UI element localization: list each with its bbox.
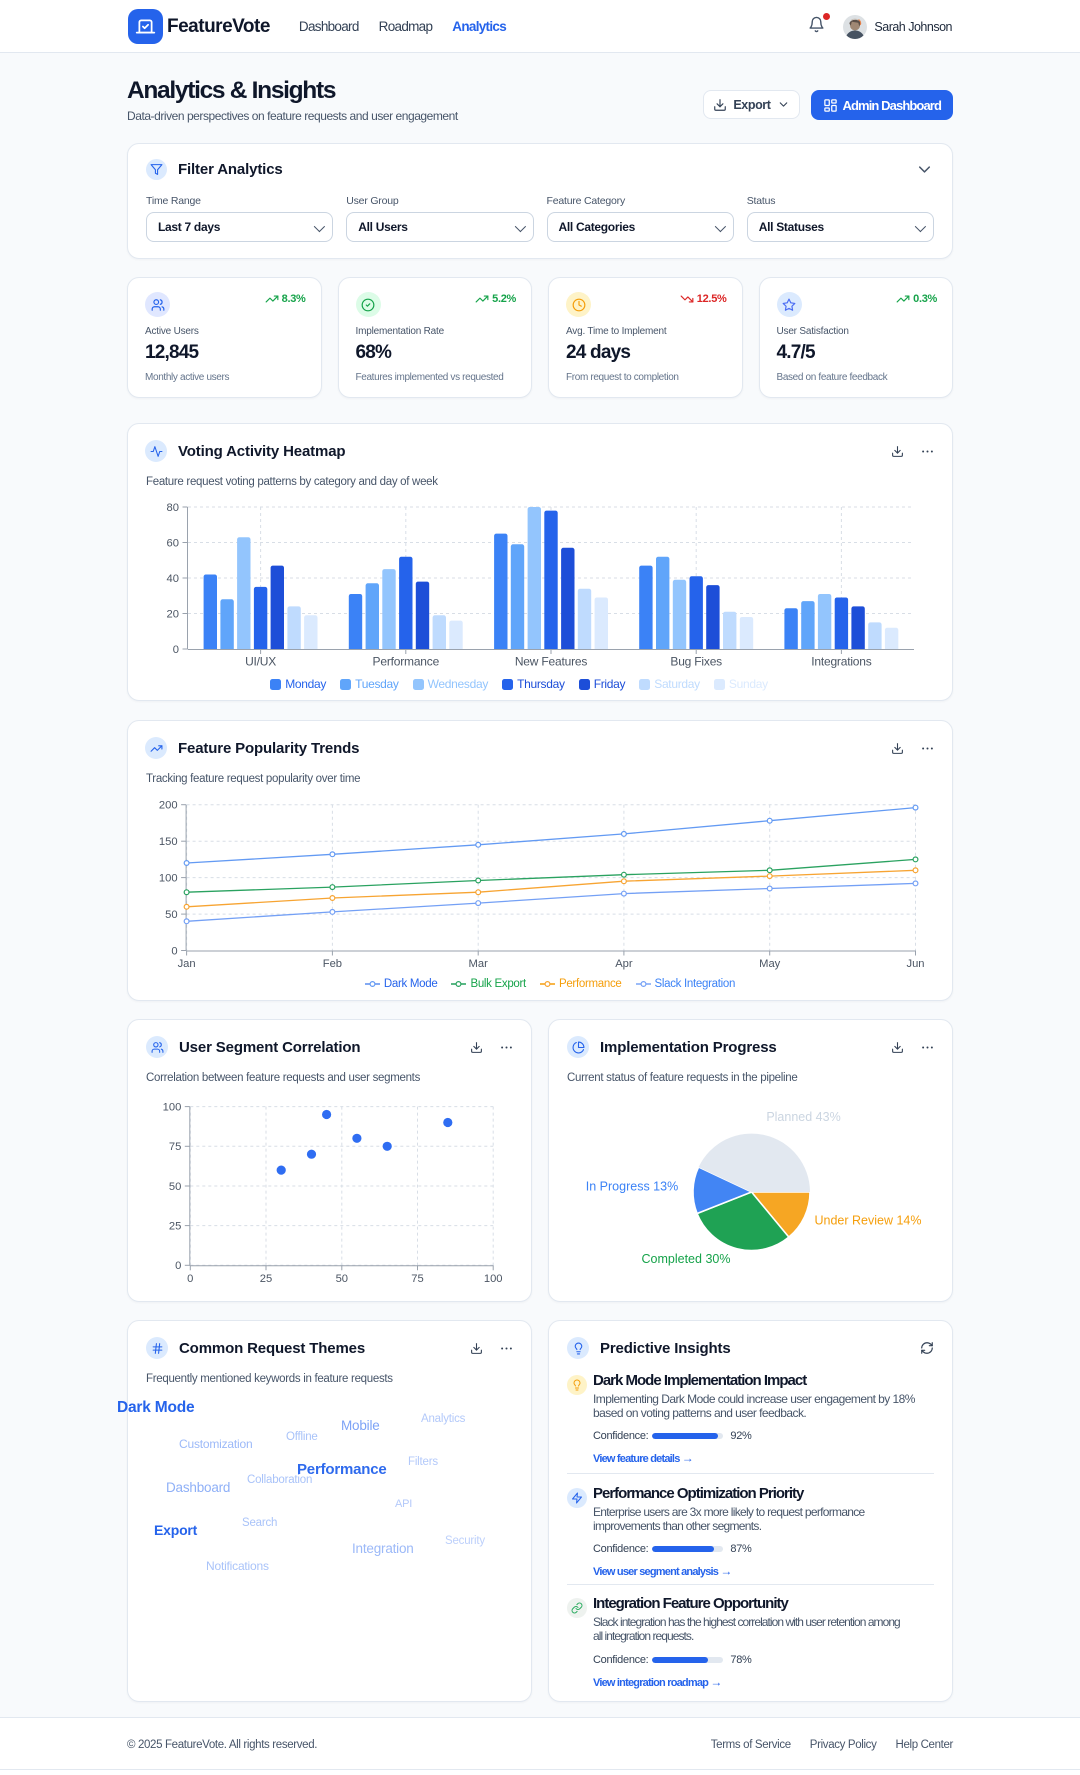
svg-text:100: 100: [159, 872, 178, 884]
svg-text:0: 0: [171, 945, 177, 957]
svg-text:75: 75: [411, 1273, 423, 1285]
svg-text:0: 0: [173, 644, 179, 656]
svg-text:75: 75: [169, 1141, 181, 1153]
svg-text:50: 50: [165, 909, 177, 921]
svg-text:80: 80: [167, 502, 179, 514]
svg-text:Integrations: Integrations: [811, 655, 872, 669]
svg-text:UI/UX: UI/UX: [245, 655, 276, 669]
svg-text:60: 60: [167, 537, 179, 549]
svg-text:Planned 43%: Planned 43%: [766, 1110, 840, 1124]
svg-text:Apr: Apr: [615, 958, 633, 970]
svg-text:50: 50: [169, 1181, 181, 1193]
svg-text:25: 25: [169, 1220, 181, 1232]
svg-text:Performance: Performance: [373, 655, 440, 669]
svg-text:Jan: Jan: [178, 958, 196, 970]
svg-text:Jun: Jun: [906, 958, 924, 970]
svg-text:Mar: Mar: [469, 958, 489, 970]
svg-text:In Progress 13%: In Progress 13%: [586, 1180, 678, 1194]
svg-text:0: 0: [187, 1273, 193, 1285]
svg-text:50: 50: [336, 1273, 348, 1285]
svg-text:0: 0: [175, 1260, 181, 1272]
svg-text:Completed 30%: Completed 30%: [642, 1252, 731, 1266]
svg-text:Bug Fixes: Bug Fixes: [670, 655, 722, 669]
svg-text:25: 25: [260, 1273, 272, 1285]
svg-text:150: 150: [159, 836, 178, 848]
svg-text:Under Review 14%: Under Review 14%: [815, 1214, 922, 1228]
svg-text:100: 100: [484, 1273, 503, 1285]
svg-text:200: 200: [159, 800, 178, 812]
svg-text:40: 40: [167, 573, 179, 585]
svg-text:Feb: Feb: [323, 958, 342, 970]
svg-text:20: 20: [167, 608, 179, 620]
svg-text:100: 100: [163, 1101, 182, 1113]
svg-text:New Features: New Features: [515, 655, 587, 669]
svg-text:May: May: [759, 958, 781, 970]
